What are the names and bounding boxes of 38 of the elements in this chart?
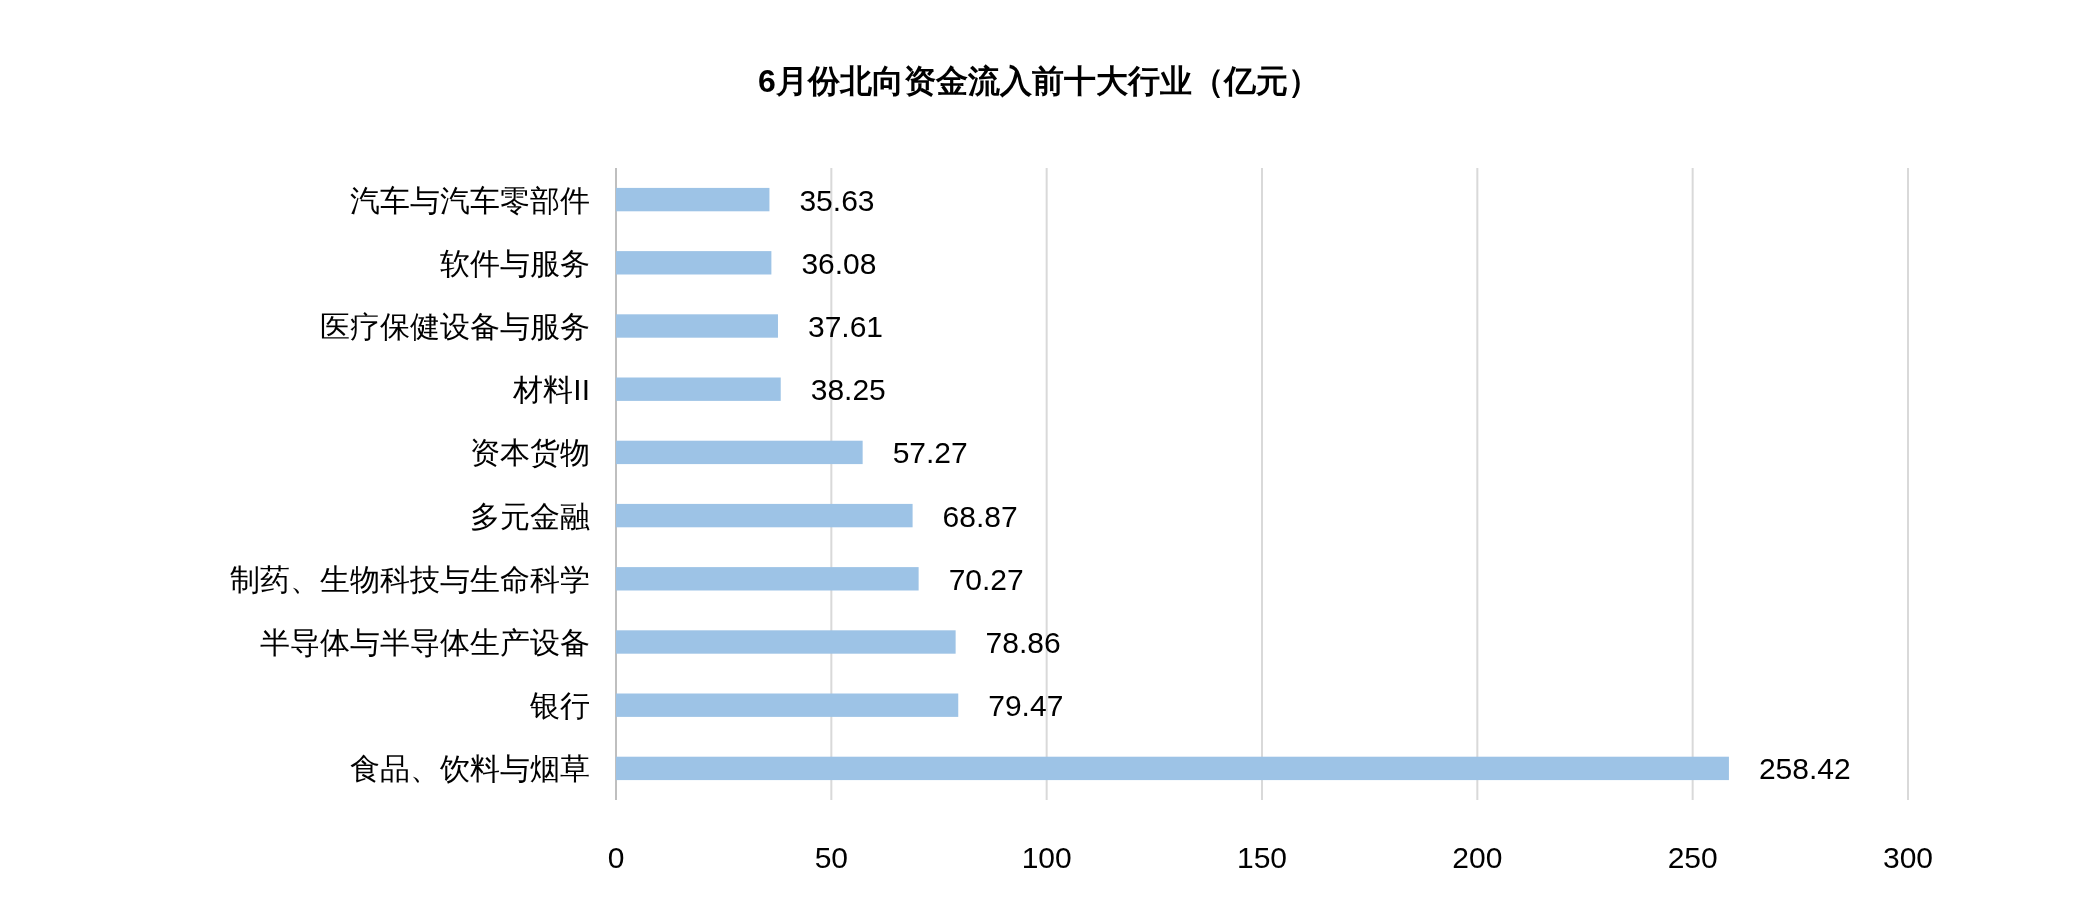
data-label: 37.61	[807, 310, 884, 343]
bar	[616, 440, 863, 465]
data-label: 38.25	[810, 373, 886, 407]
bar	[616, 377, 781, 401]
data-label: 258.42	[1758, 752, 1851, 786]
data-label: 57.27	[892, 436, 968, 470]
data-label: 36.08	[801, 246, 877, 280]
data-label: 70.27	[948, 562, 1024, 596]
bar	[616, 314, 778, 338]
y-tick-label: 软件与服务	[440, 246, 590, 280]
bar	[616, 503, 913, 528]
y-tick-label: 材料II	[512, 373, 590, 407]
x-tick-label: 50	[814, 841, 849, 874]
x-tick-label: 200	[1452, 841, 1503, 874]
y-tick-label: 资本货物	[470, 436, 590, 470]
data-label: 35.63	[799, 183, 875, 217]
y-tick-label: 食品、饮料与烟草	[350, 752, 590, 786]
y-tick-label: 制药、生物科技与生命科学	[230, 562, 590, 596]
y-tick-label: 多元金融	[470, 499, 590, 533]
bar	[616, 693, 959, 717]
x-tick-label: 300	[1882, 841, 1934, 874]
x-tick-label: 150	[1236, 841, 1288, 874]
x-tick-label: 0	[607, 841, 625, 874]
chart-title: 6月份北向资金流入前十大行业（亿元）	[758, 63, 1320, 99]
bar	[616, 251, 772, 275]
data-label: 79.47	[988, 689, 1064, 723]
y-tick-label: 医疗保健设备与服务	[320, 310, 590, 343]
bar	[616, 567, 919, 591]
bar	[616, 756, 1729, 781]
data-label: 68.87	[942, 499, 1018, 533]
y-tick-label: 银行	[529, 689, 590, 723]
x-tick-label: 250	[1667, 841, 1718, 874]
bar	[616, 187, 770, 212]
bar	[616, 630, 956, 654]
y-tick-label: 汽车与汽车零部件	[350, 183, 590, 217]
y-tick-label: 半导体与半导体生产设备	[260, 626, 590, 659]
x-tick-label: 100	[1021, 841, 1072, 874]
data-label: 78.86	[985, 626, 1061, 659]
